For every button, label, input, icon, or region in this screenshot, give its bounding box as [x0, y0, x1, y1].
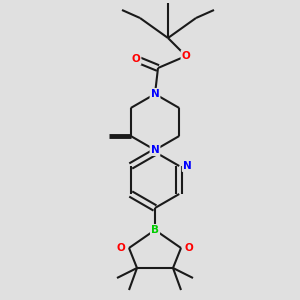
Text: B: B	[151, 225, 159, 235]
Text: O: O	[117, 243, 125, 253]
Text: O: O	[182, 51, 190, 61]
Text: N: N	[151, 145, 159, 155]
Text: O: O	[132, 54, 140, 64]
Text: N: N	[183, 161, 192, 171]
Text: N: N	[151, 89, 159, 99]
Text: O: O	[184, 243, 194, 253]
